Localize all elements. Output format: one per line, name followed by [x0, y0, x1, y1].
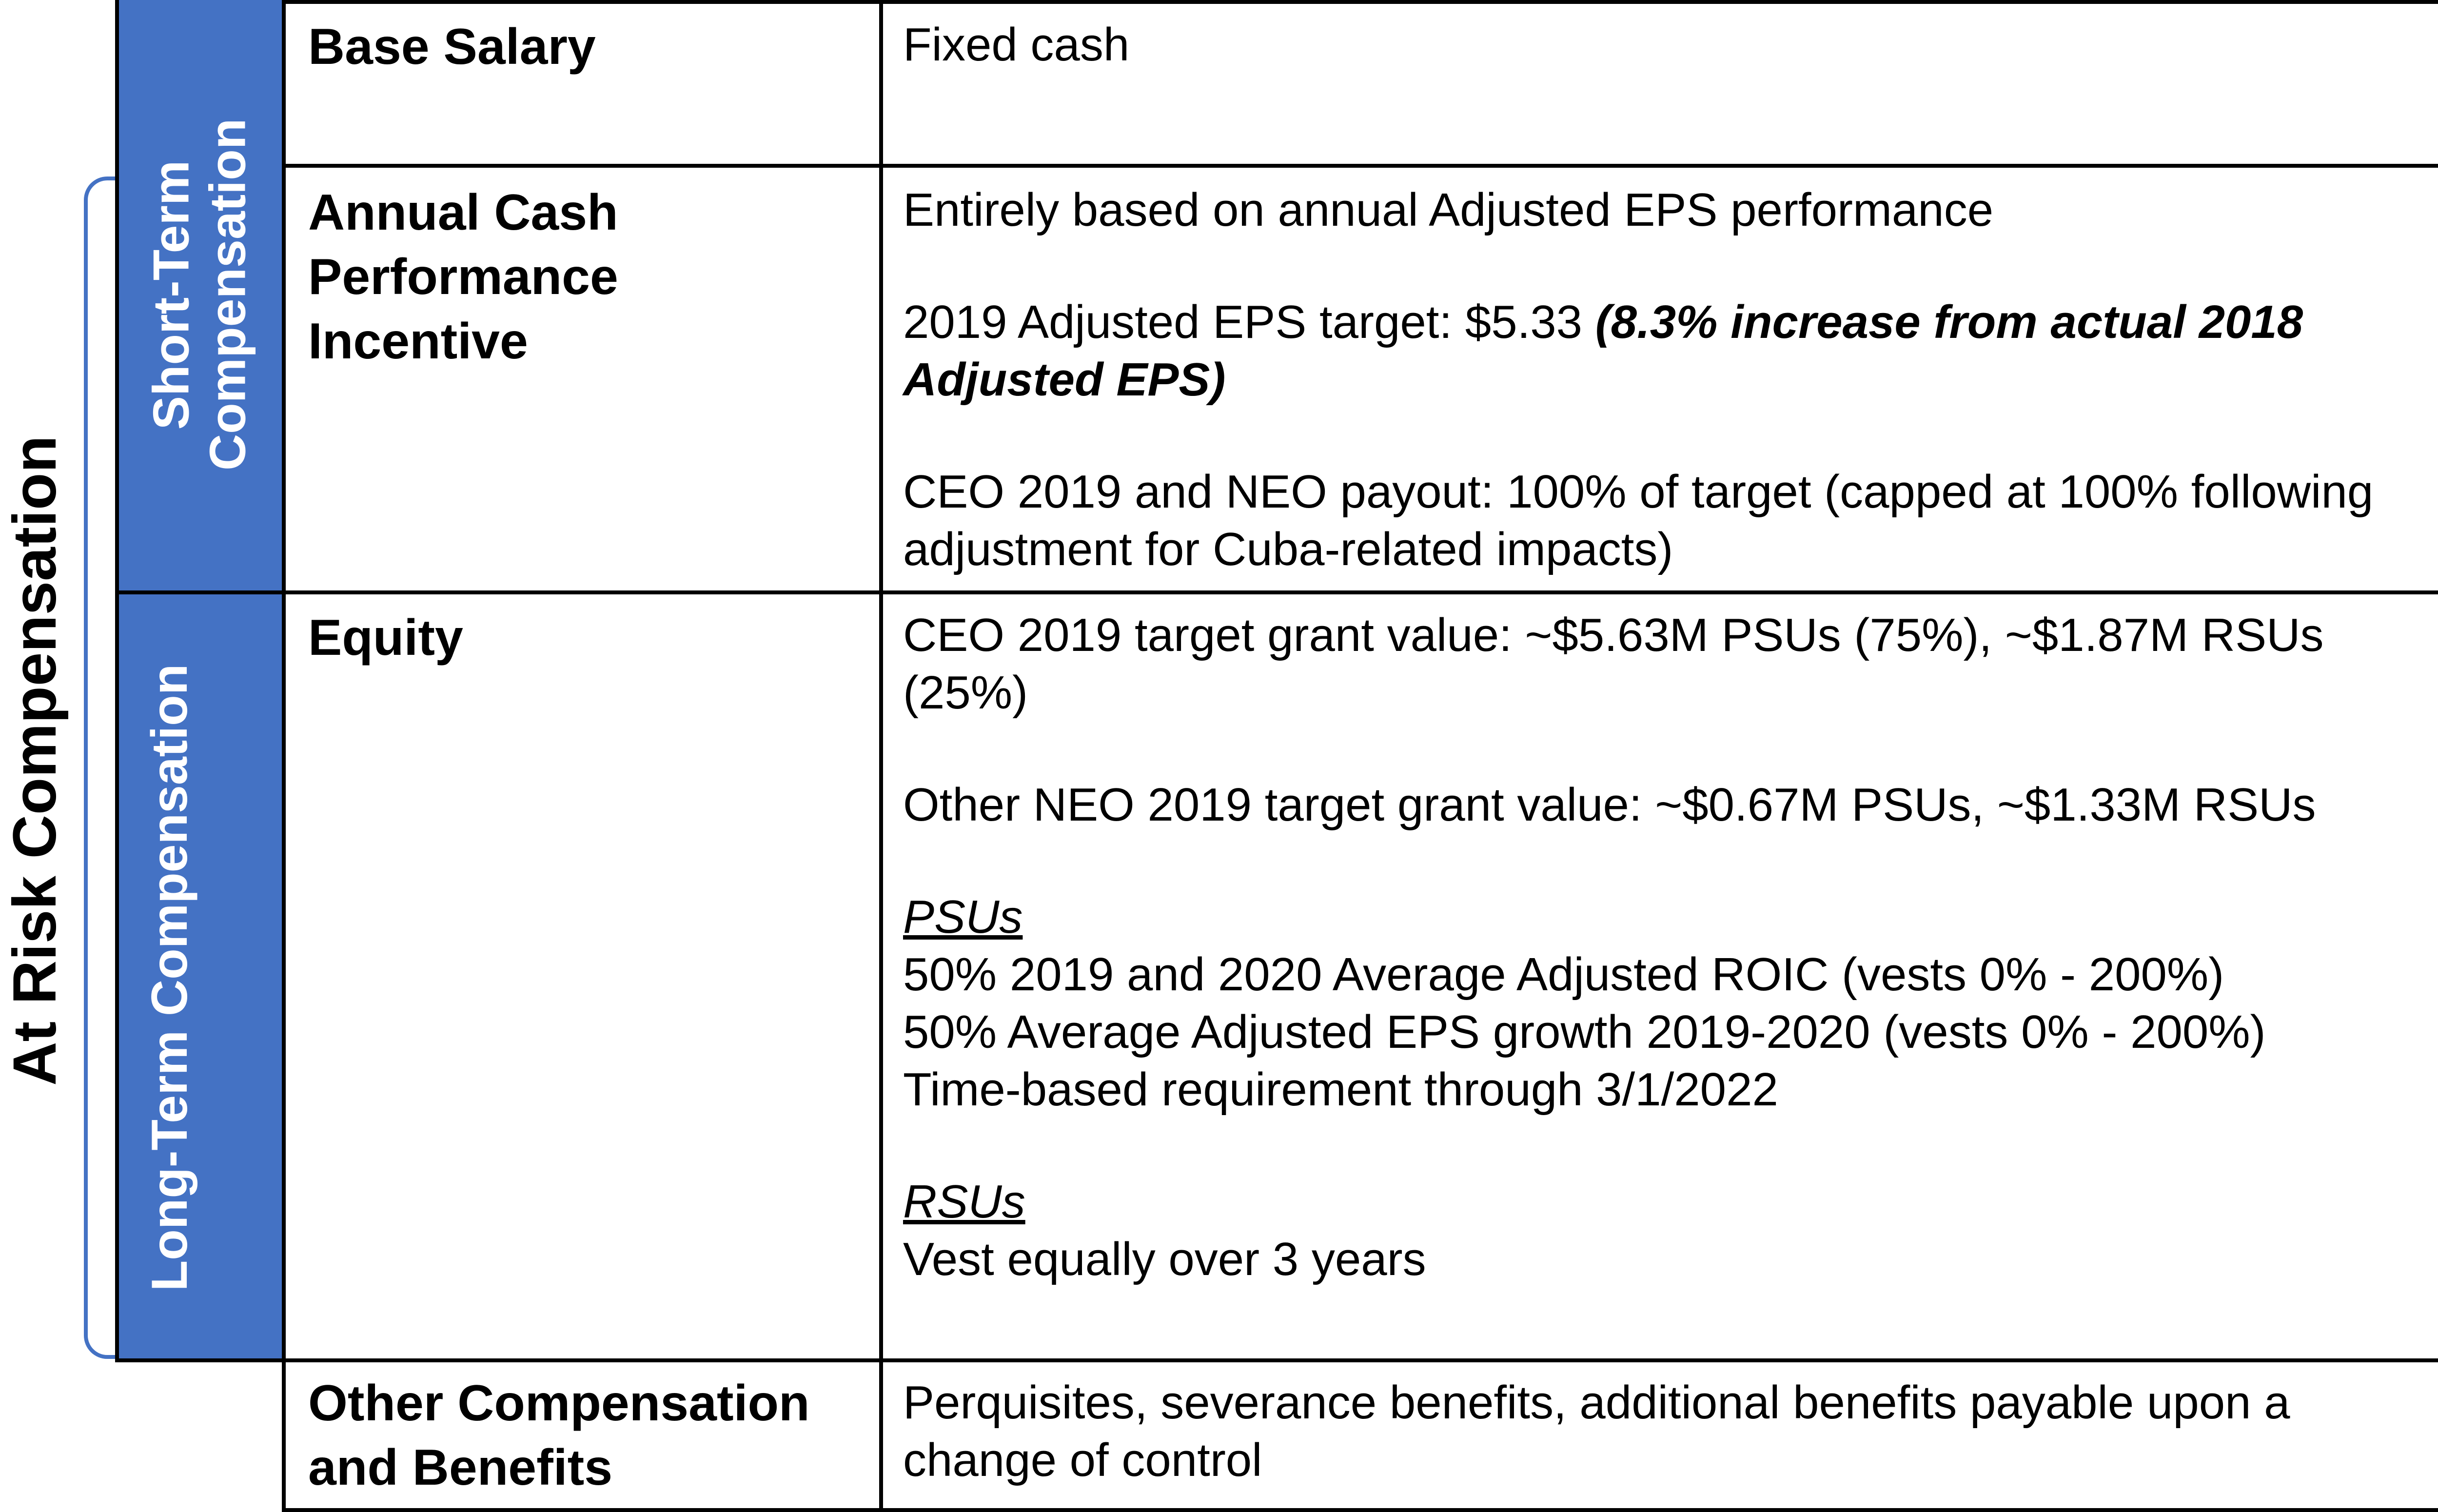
grid-row3	[117, 1358, 2438, 1362]
grid-band-left	[115, 0, 119, 1362]
rsus-item: Vest equally over 3 years	[903, 1233, 1426, 1285]
grid-top	[284, 0, 2438, 4]
eps-target-emphasis: (8.3% increase from actual 2018 Adjusted…	[903, 296, 2303, 406]
annual-cash-category: Annual Cash Performance Incentive	[308, 184, 618, 370]
short-term-band	[117, 0, 284, 592]
equity-category: Equity	[308, 609, 463, 666]
annual-cash-description: Entirely based on annual Adjusted EPS pe…	[903, 181, 2438, 578]
equity-description: CEO 2019 target grant value: ~$5.63M PSU…	[903, 607, 2438, 1288]
short-term-label: Short-Term Compensation	[143, 118, 256, 471]
long-term-band	[117, 592, 284, 1360]
psus-item: Time-based requirement through 3/1/2022	[903, 1063, 1778, 1116]
grid-row2	[117, 590, 2438, 594]
long-term-label: Long-Term Compensation	[141, 664, 198, 1292]
base-salary-category: Base Salary	[308, 19, 596, 75]
at-risk-bracket	[84, 177, 118, 1359]
base-salary-description: Fixed cash	[903, 19, 1130, 71]
other-comp-description: Perquisites, severance benefits, additio…	[903, 1376, 2290, 1486]
psus-item: 50% 2019 and 2020 Average Adjusted ROIC …	[903, 948, 2224, 1001]
grid-mid	[879, 0, 883, 1512]
grid-band-right	[282, 0, 286, 1512]
psus-item: 50% Average Adjusted EPS growth 2019-202…	[903, 1006, 2266, 1058]
other-comp-category: Other Compensation and Benefits	[308, 1375, 810, 1496]
psus-heading: PSUs	[903, 891, 1023, 943]
equity-line1: CEO 2019 target grant value: ~$5.63M PSU…	[903, 609, 2324, 719]
eps-target-text: 2019 Adjusted EPS target: $5.33	[903, 296, 1595, 348]
grid-row1	[284, 164, 2438, 168]
annual-cash-line1: Entirely based on annual Adjusted EPS pe…	[903, 184, 1994, 236]
rsus-heading: RSUs	[903, 1176, 1025, 1228]
equity-line2: Other NEO 2019 target grant value: ~$0.6…	[903, 779, 2316, 831]
annual-cash-line3: CEO 2019 and NEO payout: 100% of target …	[903, 466, 2374, 575]
at-risk-label: At Risk Compensation	[1, 435, 69, 1086]
annual-cash-line2: 2019 Adjusted EPS target: $5.33 (8.3% in…	[903, 294, 2438, 409]
grid-bottom	[284, 1508, 2438, 1512]
